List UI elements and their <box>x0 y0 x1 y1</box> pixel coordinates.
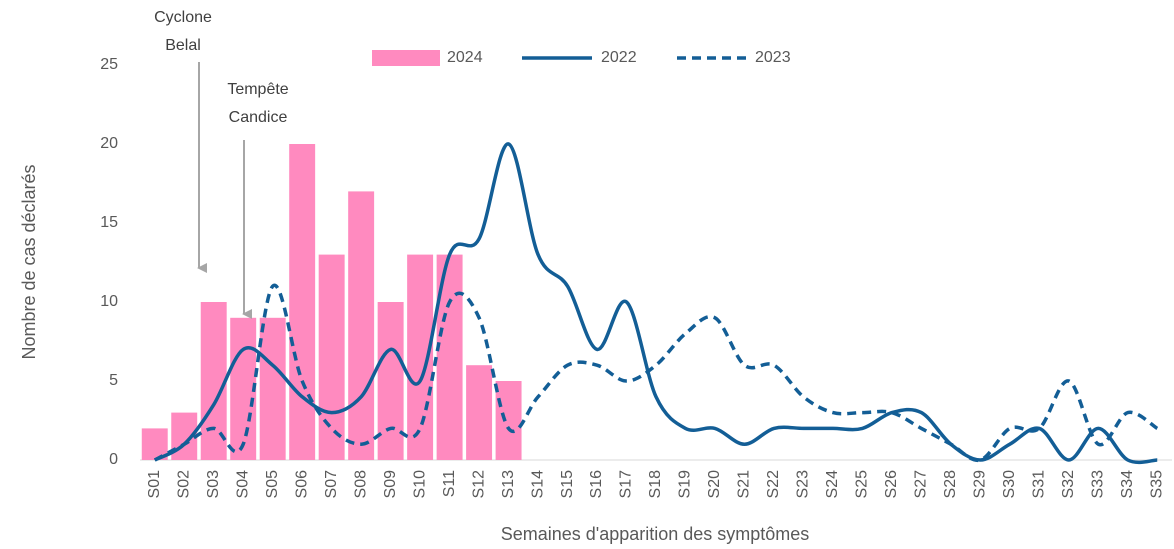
bar <box>230 317 257 460</box>
x-tick-label: S01 <box>146 470 163 499</box>
bar <box>377 302 404 460</box>
x-tick-label: S24 <box>824 470 841 499</box>
x-tick-label: S35 <box>1148 470 1165 499</box>
bar <box>259 317 286 460</box>
bar <box>495 381 522 460</box>
x-tick-label: S25 <box>854 470 871 499</box>
x-tick-label: S13 <box>500 470 517 499</box>
x-tick-label: S21 <box>736 470 753 499</box>
y-tick-label: 20 <box>100 135 118 152</box>
x-tick-label: S32 <box>1060 470 1077 499</box>
x-tick-label: S33 <box>1090 470 1107 499</box>
legend-label: 2023 <box>755 49 791 66</box>
x-tick-label: S29 <box>972 470 989 499</box>
x-tick-label: S14 <box>529 470 546 499</box>
y-tick-label: 10 <box>100 293 118 310</box>
x-tick-label: S19 <box>677 470 694 499</box>
line <box>153 142 1158 465</box>
x-tick-label: S30 <box>1001 470 1018 499</box>
bar <box>318 254 345 460</box>
annotation-text: Cyclone <box>154 9 212 26</box>
legend-label: 2022 <box>601 49 637 66</box>
x-tick-label: S09 <box>382 470 399 499</box>
y-axis-title: Nombre de cas déclarés <box>19 164 39 359</box>
x-tick-label: S28 <box>942 470 959 499</box>
x-tick-label: S06 <box>293 470 310 499</box>
x-tick-label: S07 <box>323 470 340 499</box>
x-tick-label: S05 <box>264 470 281 499</box>
x-tick-label: S17 <box>618 470 635 499</box>
x-tick-label: S04 <box>234 470 251 499</box>
x-axis-title: Semaines d'apparition des symptômes <box>501 524 810 544</box>
x-tick-label: S31 <box>1031 470 1048 499</box>
x-tick-label: S27 <box>913 470 930 499</box>
x-tick-label: S23 <box>795 470 812 499</box>
line <box>153 283 1159 463</box>
annotation-text: Candice <box>229 109 288 126</box>
x-tick-label: S11 <box>441 470 458 497</box>
annotation-text: Belal <box>165 37 201 54</box>
legend-label: 2024 <box>447 49 483 66</box>
x-tick-label: S22 <box>765 470 782 499</box>
annotation-text: Tempête <box>227 81 288 98</box>
y-tick-label: 5 <box>109 372 118 389</box>
x-tick-label: S08 <box>352 470 369 499</box>
x-tick-label: S12 <box>470 470 487 499</box>
x-tick-label: S10 <box>411 470 428 499</box>
x-tick-label: S16 <box>588 470 605 499</box>
annotation: Cyclone Belal Tempête Candice <box>154 9 289 319</box>
y-tick-label: 25 <box>100 56 118 73</box>
legend-swatch <box>372 50 440 66</box>
x-tick-label: S03 <box>205 470 222 499</box>
x-tick-label: S18 <box>647 470 664 499</box>
x-tick-label: S34 <box>1119 470 1136 499</box>
x-tick-label: S02 <box>175 470 192 499</box>
bar <box>289 144 316 460</box>
y-tick-label: 0 <box>109 451 118 468</box>
bar <box>348 191 375 460</box>
x-tick-label: S20 <box>706 470 723 499</box>
x-tick-label: S26 <box>883 470 900 499</box>
x-tick-label: S15 <box>559 470 576 499</box>
bar <box>466 365 493 460</box>
y-tick-label: 15 <box>100 214 118 231</box>
